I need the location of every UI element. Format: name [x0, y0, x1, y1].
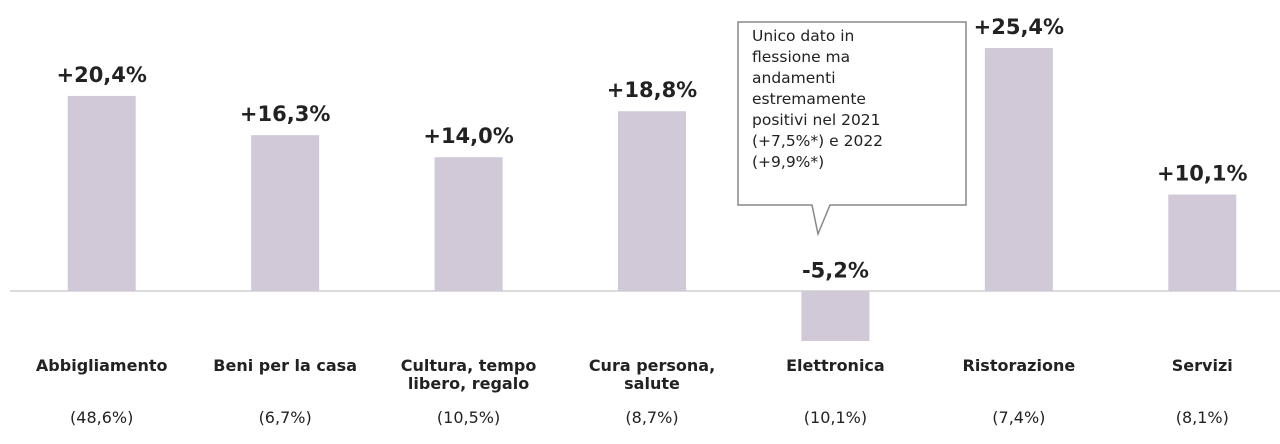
value-label: -5,2% — [802, 258, 869, 282]
bar — [618, 111, 686, 292]
callout-box — [737, 21, 967, 237]
share-label: (8,1%) — [1175, 408, 1229, 427]
value-label: +20,4% — [56, 63, 146, 87]
category-label: Ristorazione — [962, 356, 1076, 375]
bar — [434, 157, 503, 292]
value-label: +10,1% — [1157, 162, 1247, 186]
bar — [67, 95, 136, 292]
category-label: Servizi — [1171, 356, 1233, 375]
category-label: Elettronica — [786, 356, 885, 375]
share-label: (48,6%) — [70, 408, 134, 427]
share-label: (10,1%) — [803, 408, 868, 427]
value-label: +18,8% — [607, 78, 697, 102]
share-label: (10,5%) — [436, 408, 501, 427]
bar — [984, 48, 1053, 292]
value-label: +14,0% — [423, 124, 513, 148]
value-label: +16,3% — [240, 102, 330, 126]
share-label: (8,7%) — [625, 408, 679, 427]
category-label: Beni per la casa — [213, 356, 357, 375]
category-label: Cultura, tempo libero, regalo — [400, 356, 537, 393]
bar — [251, 135, 320, 292]
value-label: +25,4% — [974, 15, 1064, 39]
share-label: (7,4%) — [992, 408, 1046, 427]
annotation: Unico dato in flessione ma andamenti est… — [752, 27, 884, 171]
share-label: (6,7%) — [258, 408, 312, 427]
category-label: Abbigliamento — [35, 356, 168, 375]
bar — [801, 291, 870, 342]
bar — [1168, 194, 1237, 292]
category-label: Cura persona, salute — [588, 356, 716, 393]
